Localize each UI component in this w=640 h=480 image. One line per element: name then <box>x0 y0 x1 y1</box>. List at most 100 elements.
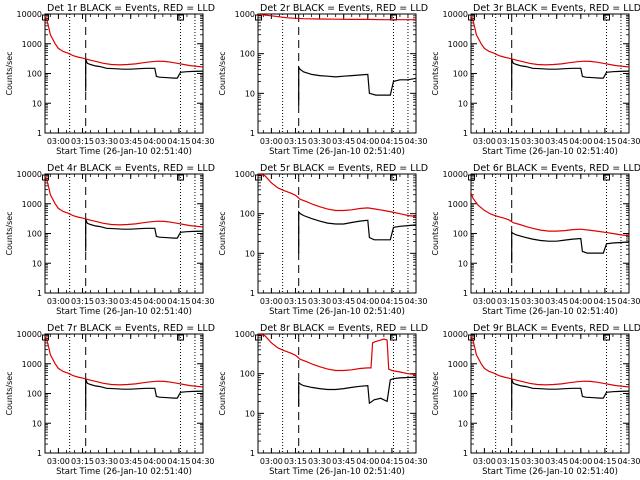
x-tick-label: 03:30 <box>95 457 118 466</box>
x-tick-label: 04:15 <box>167 457 190 466</box>
x-tick-label: 03:00 <box>473 297 496 306</box>
events-line <box>511 379 629 412</box>
y-tick-label: 10000 <box>443 330 468 339</box>
x-tick-label: 04:00 <box>143 137 166 146</box>
y-tick-label: 1 <box>37 129 42 138</box>
y-tick-label: 10000 <box>17 170 42 179</box>
panel-title: Det 1r BLACK = Events, RED = LLD <box>47 3 215 14</box>
x-tick-label: 03:30 <box>521 457 544 466</box>
x-tick-label: 03:00 <box>473 457 496 466</box>
x-axis-label: Start Time (26-Jan-10 02:51:40) <box>482 147 618 157</box>
y-tick-label: 1000 <box>22 360 42 369</box>
x-tick-label: 03:30 <box>308 137 331 146</box>
y-axis-label: Counts/sec <box>5 211 14 255</box>
plot-frame <box>470 173 630 294</box>
panel-title: Det 3r BLACK = Events, RED = LLD <box>473 3 640 14</box>
x-tick-label: 04:00 <box>356 137 379 146</box>
x-tick-label: 03:45 <box>545 137 568 146</box>
y-axis-label: Counts/sec <box>218 51 227 95</box>
y-tick-label: 1 <box>37 289 42 298</box>
panel-det-5: Det 5r BLACK = Events, RED = LLD 1 10 100 10… <box>218 163 428 317</box>
top-marker <box>42 334 50 341</box>
y-tick-label: 1 <box>463 129 468 138</box>
x-tick-label: 03:15 <box>497 297 520 306</box>
y-tick-label: 1 <box>250 449 255 458</box>
events-line <box>85 59 203 92</box>
x-tick-label: 04:15 <box>167 297 190 306</box>
x-tick-label: 04:30 <box>617 457 640 466</box>
y-tick-label: 100 <box>27 70 42 79</box>
x-axis-label: Start Time (26-Jan-10 02:51:40) <box>482 467 618 477</box>
top-marker <box>468 14 476 21</box>
panel-title: Det 5r BLACK = Events, RED = LLD <box>260 163 428 174</box>
panel-det-7: Det 7r BLACK = Events, RED = LLD 1 10 100 10… <box>5 323 215 477</box>
x-tick-label: 04:00 <box>143 297 166 306</box>
y-tick-label: 1000 <box>235 10 255 19</box>
panel-title: Det 9r BLACK = Events, RED = LLD <box>473 323 640 334</box>
x-axis-label: Start Time (26-Jan-10 02:51:40) <box>269 467 405 477</box>
y-tick-label: 1000 <box>448 360 468 369</box>
x-tick-label: 04:30 <box>404 137 427 146</box>
panel-title: Det 7r BLACK = Events, RED = LLD <box>47 323 215 334</box>
x-tick-label: 04:00 <box>569 137 592 146</box>
panel-title: Det 2r BLACK = Events, RED = LLD <box>260 3 428 14</box>
x-tick-label: 04:30 <box>191 137 214 146</box>
x-tick-label: 04:30 <box>617 297 640 306</box>
x-tick-label: 03:15 <box>284 457 307 466</box>
lld-line <box>45 14 203 68</box>
x-tick-label: 04:15 <box>593 137 616 146</box>
top-marker <box>42 174 50 181</box>
y-tick-label: 10 <box>458 419 468 428</box>
y-tick-label: 100 <box>240 50 255 59</box>
lld-line <box>471 14 629 68</box>
x-tick-label: 03:30 <box>95 297 118 306</box>
x-axis-label: Start Time (26-Jan-10 02:51:40) <box>269 147 405 157</box>
top-marker <box>468 334 476 341</box>
y-tick-label: 1 <box>37 449 42 458</box>
x-tick-label: 03:30 <box>95 137 118 146</box>
y-axis-label: Counts/sec <box>5 51 14 95</box>
x-tick-label: 03:15 <box>284 137 307 146</box>
y-tick-label: 1000 <box>22 40 42 49</box>
events-line <box>511 231 629 264</box>
y-axis-label: Counts/sec <box>431 51 440 95</box>
panel-title: Det 4r BLACK = Events, RED = LLD <box>47 163 215 174</box>
y-axis-label: Counts/sec <box>218 211 227 255</box>
top-marker <box>603 334 611 341</box>
panel-det-6: Det 6r BLACK = Events, RED = LLD 1 10 100 10… <box>431 163 640 317</box>
panel-det-9: Det 9r BLACK = Events, RED = LLD 1 10 100 10… <box>431 323 640 477</box>
y-tick-label: 1000 <box>448 40 468 49</box>
y-tick-label: 10000 <box>443 10 468 19</box>
y-tick-label: 1000 <box>448 200 468 209</box>
events-line <box>511 59 629 92</box>
x-axis-label: Start Time (26-Jan-10 02:51:40) <box>269 307 405 317</box>
x-tick-label: 03:00 <box>260 457 283 466</box>
lld-line <box>258 174 416 218</box>
x-tick-label: 04:00 <box>143 457 166 466</box>
lld-line <box>258 14 416 21</box>
x-tick-label: 03:00 <box>47 297 70 306</box>
y-tick-label: 10 <box>32 99 42 108</box>
x-tick-label: 03:45 <box>332 457 355 466</box>
x-tick-label: 04:15 <box>380 457 403 466</box>
x-tick-label: 04:30 <box>404 297 427 306</box>
x-tick-label: 03:00 <box>47 457 70 466</box>
y-tick-label: 1 <box>250 129 255 138</box>
panel-title: Det 8r BLACK = Events, RED = LLD <box>260 323 428 334</box>
events-line <box>85 379 203 412</box>
top-marker <box>255 174 263 181</box>
x-tick-label: 03:45 <box>119 457 142 466</box>
y-tick-label: 100 <box>27 390 42 399</box>
y-axis-label: Counts/sec <box>218 371 227 415</box>
events-line <box>298 65 416 106</box>
y-tick-label: 10000 <box>17 10 42 19</box>
y-axis-label: Counts/sec <box>431 371 440 415</box>
x-tick-label: 03:15 <box>71 457 94 466</box>
panel-det-3: Det 3r BLACK = Events, RED = LLD 1 10 100 10… <box>431 3 640 157</box>
x-tick-label: 03:45 <box>119 297 142 306</box>
y-tick-label: 100 <box>27 230 42 239</box>
panel-det-4: Det 4r BLACK = Events, RED = LLD 1 10 100 10… <box>5 163 215 317</box>
x-tick-label: 03:00 <box>260 297 283 306</box>
x-tick-label: 03:30 <box>308 297 331 306</box>
